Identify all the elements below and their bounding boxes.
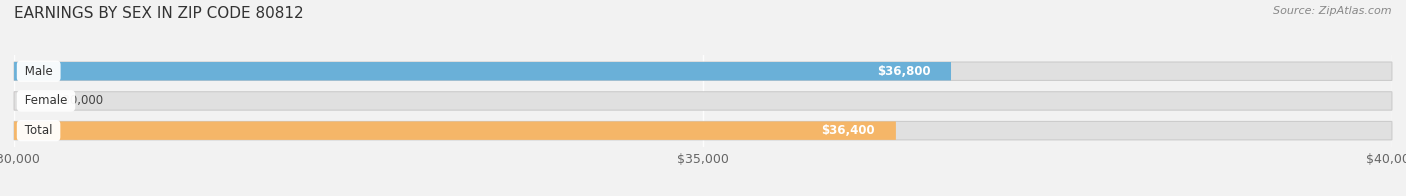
FancyBboxPatch shape <box>14 62 1392 80</box>
FancyBboxPatch shape <box>14 122 1392 140</box>
Text: $30,000: $30,000 <box>55 94 104 107</box>
FancyBboxPatch shape <box>14 92 1392 110</box>
Text: $36,400: $36,400 <box>821 124 876 137</box>
FancyBboxPatch shape <box>14 62 950 80</box>
FancyBboxPatch shape <box>14 122 896 140</box>
Text: Female: Female <box>21 94 72 107</box>
Text: Source: ZipAtlas.com: Source: ZipAtlas.com <box>1274 6 1392 16</box>
Text: $36,800: $36,800 <box>877 65 931 78</box>
Text: Male: Male <box>21 65 56 78</box>
Text: Total: Total <box>21 124 56 137</box>
Text: EARNINGS BY SEX IN ZIP CODE 80812: EARNINGS BY SEX IN ZIP CODE 80812 <box>14 6 304 21</box>
